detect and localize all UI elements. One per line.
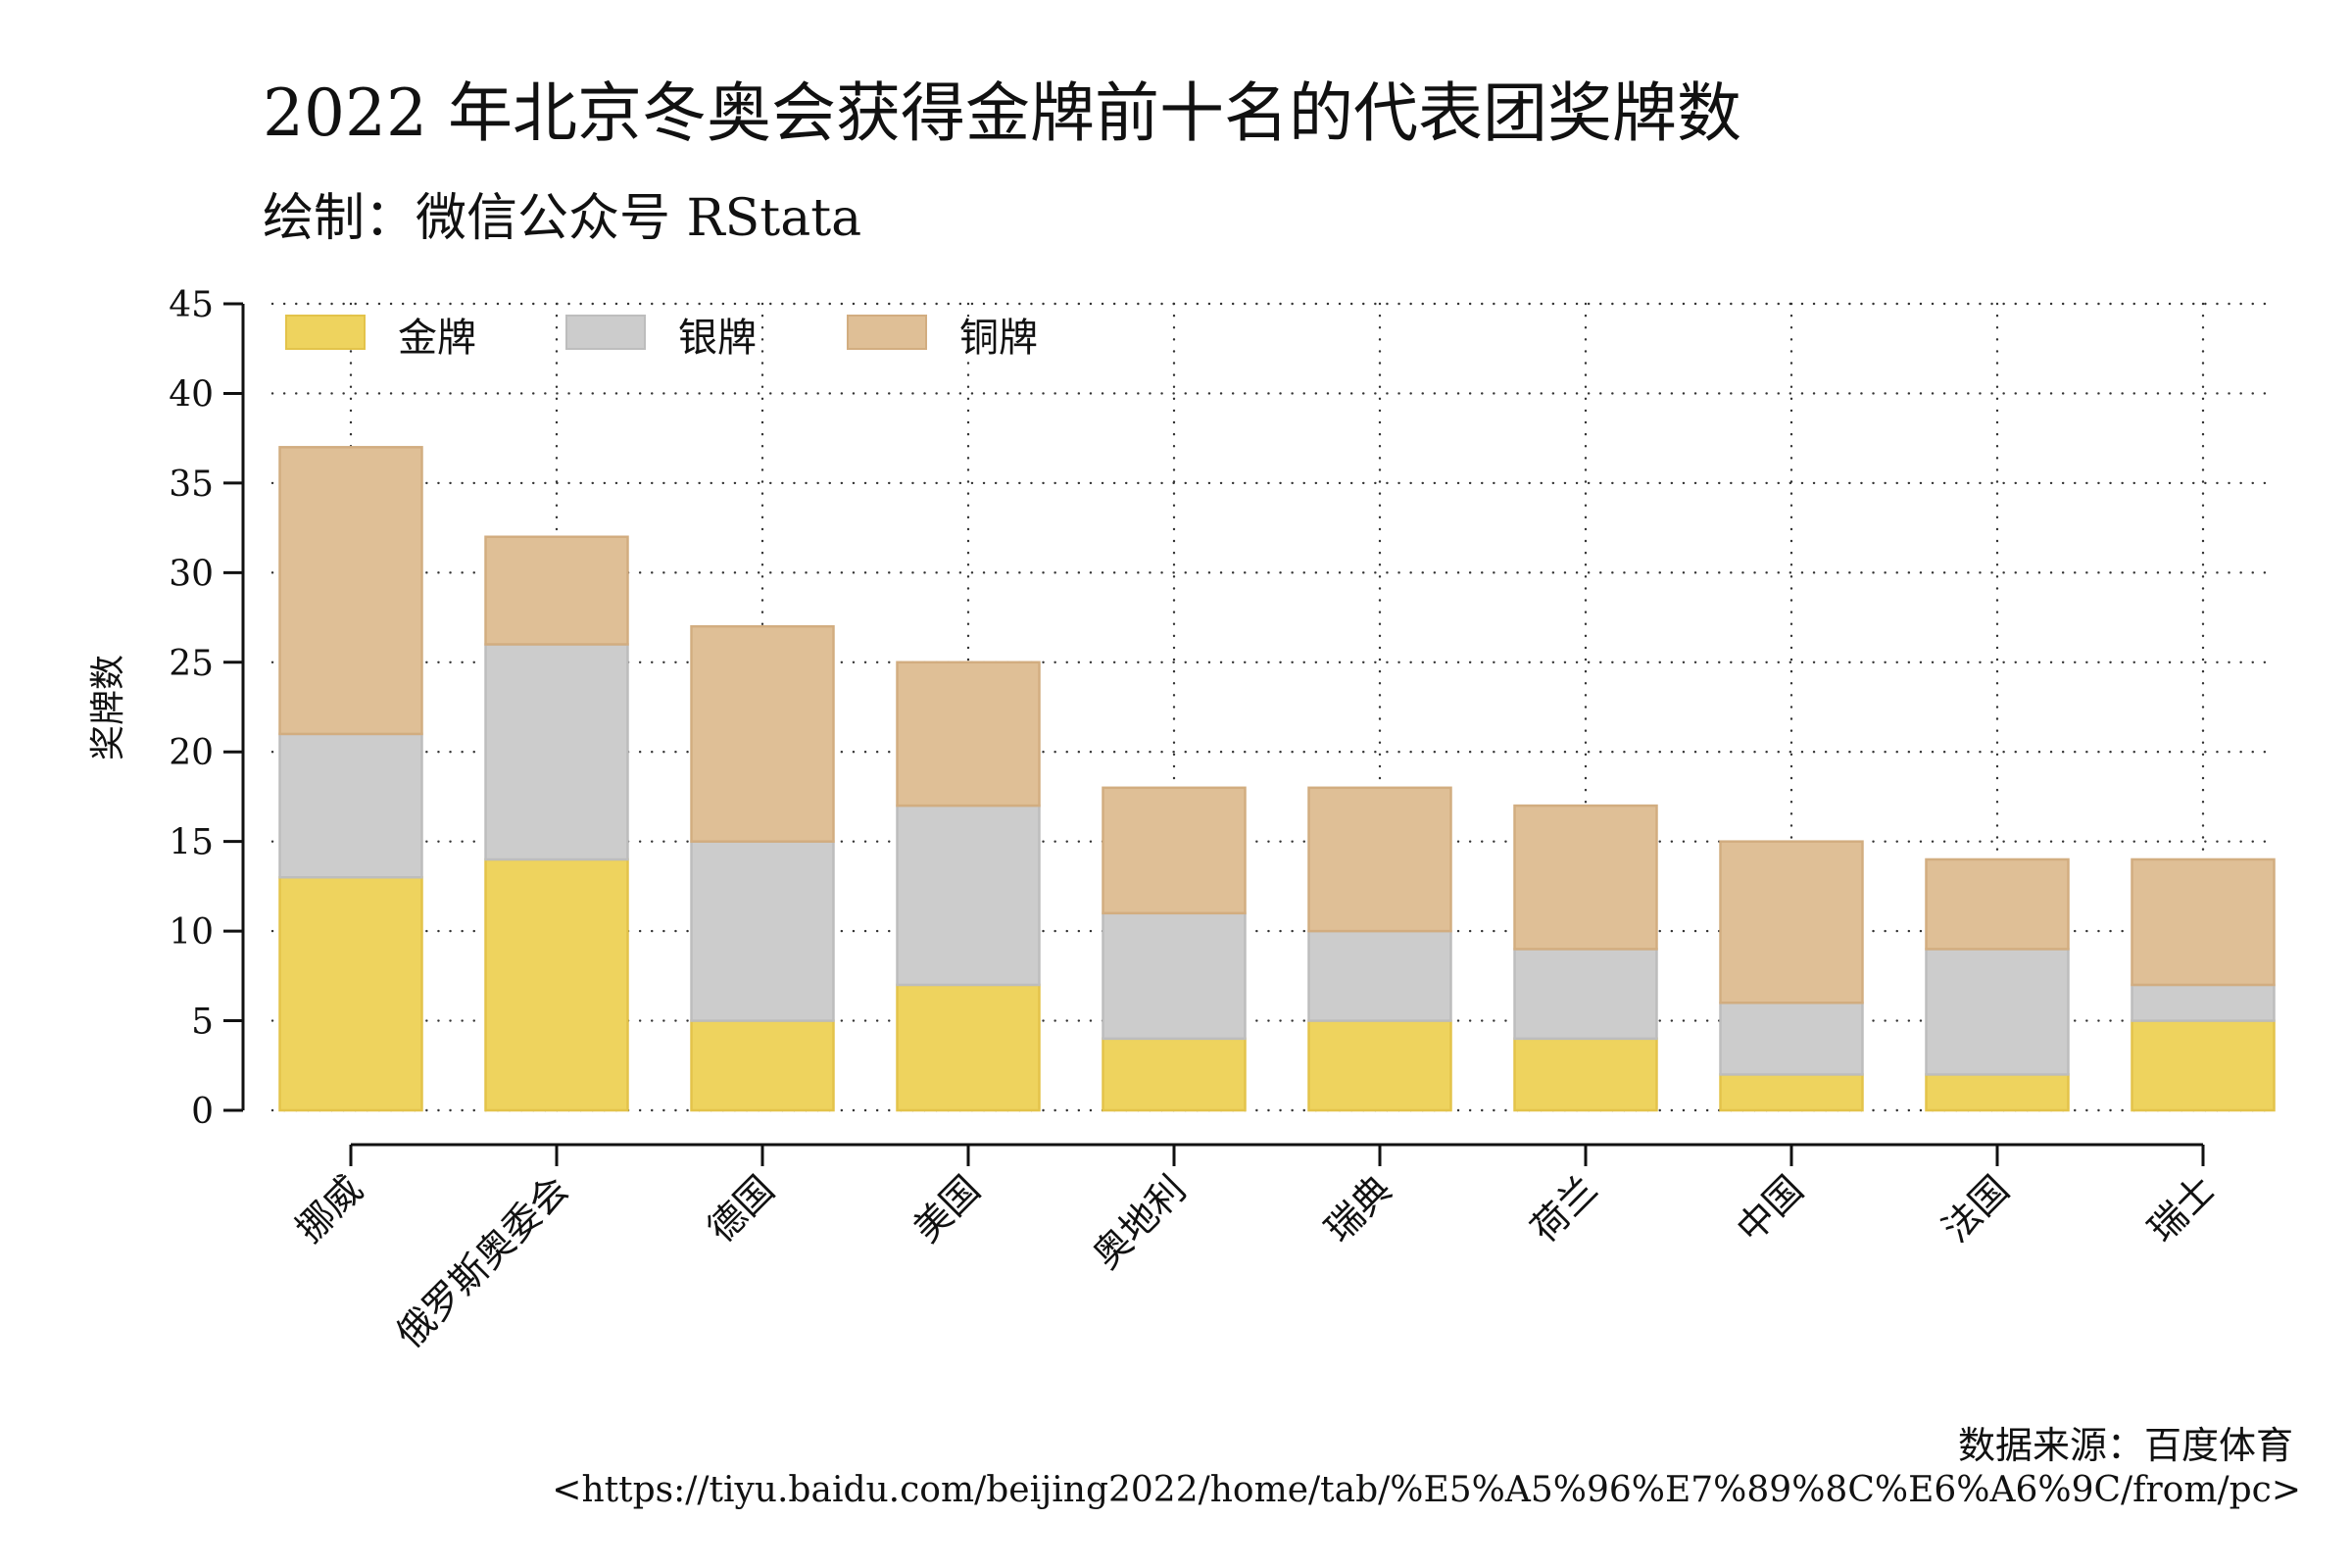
bar-挪威-金牌 [278,875,423,1112]
bar-美国-金牌 [896,983,1041,1112]
bar-瑞士-银牌 [2131,983,2276,1022]
legend-label-金牌: 金牌 [398,316,476,361]
y-axis-label: 奖牌数 [88,655,128,760]
y-axis: 0 5 10 15 20 25 30 35 40 45 [169,285,245,1132]
bar-法国-金牌 [1925,1073,2070,1112]
bar-俄罗斯奥委会-银牌 [484,643,629,861]
source-label: 数据来源：百度体育 [1958,1424,2293,1467]
bar-荷兰-银牌 [1513,948,1658,1041]
bar-挪威-铜牌 [278,446,423,736]
y-tick-label: 0 [191,1092,214,1132]
legend-swatch-铜牌 [847,315,927,350]
bar-瑞典-铜牌 [1307,786,1452,933]
bar-奥地利-金牌 [1102,1037,1247,1112]
y-tick-label: 5 [191,1003,214,1043]
bar-中国-金牌 [1719,1073,1864,1112]
chart-subtitle: 绘制：微信公众号 RStata [263,189,861,248]
bar-德国-银牌 [690,840,835,1022]
y-tick-label: 25 [169,644,214,684]
bar-瑞典-银牌 [1307,929,1452,1022]
y-tick-label: 30 [169,554,214,594]
chart-title: 2022 年北京冬奥会获得金牌前十名的代表团奖牌数 [263,75,1741,151]
bar-瑞士-金牌 [2131,1019,2276,1112]
bar-美国-银牌 [896,804,1041,987]
legend: 金牌 银牌 铜牌 [285,315,1038,361]
y-tick-label: 15 [169,823,214,863]
bar-中国-铜牌 [1719,840,1864,1004]
legend-swatch-银牌 [565,315,646,350]
bar-瑞典-金牌 [1307,1019,1452,1112]
y-tick-label: 20 [169,733,214,773]
bar-挪威-银牌 [278,732,423,879]
y-tick-label: 35 [169,465,214,505]
bar-德国-金牌 [690,1019,835,1112]
bar-俄罗斯奥委会-金牌 [484,858,629,1112]
bar-俄罗斯奥委会-铜牌 [484,535,629,646]
legend-label-铜牌: 铜牌 [959,316,1038,361]
bar-荷兰-金牌 [1513,1037,1658,1112]
bar-法国-银牌 [1925,948,2070,1076]
bar-奥地利-银牌 [1102,911,1247,1041]
bar-中国-银牌 [1719,1002,1864,1076]
bar-荷兰-铜牌 [1513,804,1658,951]
bar-德国-铜牌 [690,624,835,843]
bar-美国-铜牌 [896,661,1041,808]
bar-奥地利-铜牌 [1102,786,1247,915]
bar-法国-铜牌 [1925,858,2070,951]
bars [278,446,2276,1112]
legend-label-银牌: 银牌 [678,316,757,361]
source-url: <https://tiyu.baidu.com/beijing2022/home… [552,1470,2301,1510]
legend-swatch-金牌 [285,315,366,350]
y-tick-label: 10 [169,912,214,953]
bar-瑞士-铜牌 [2131,858,2276,987]
y-tick-label: 45 [169,285,214,325]
y-tick-label: 40 [169,374,214,415]
